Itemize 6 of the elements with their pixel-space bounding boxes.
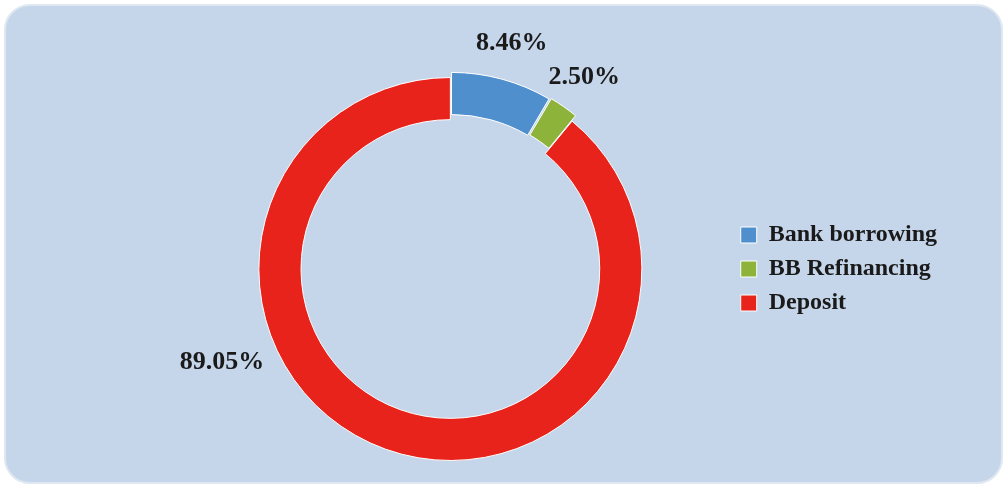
data-label: 89.05% xyxy=(179,345,265,375)
legend-label: Deposit xyxy=(768,288,847,315)
legend-label: BB Refinancing xyxy=(768,254,931,281)
data-label: 2.50% xyxy=(548,61,620,91)
legend-label: Bank borrowing xyxy=(768,220,938,247)
data-label: 8.46% xyxy=(475,27,548,57)
